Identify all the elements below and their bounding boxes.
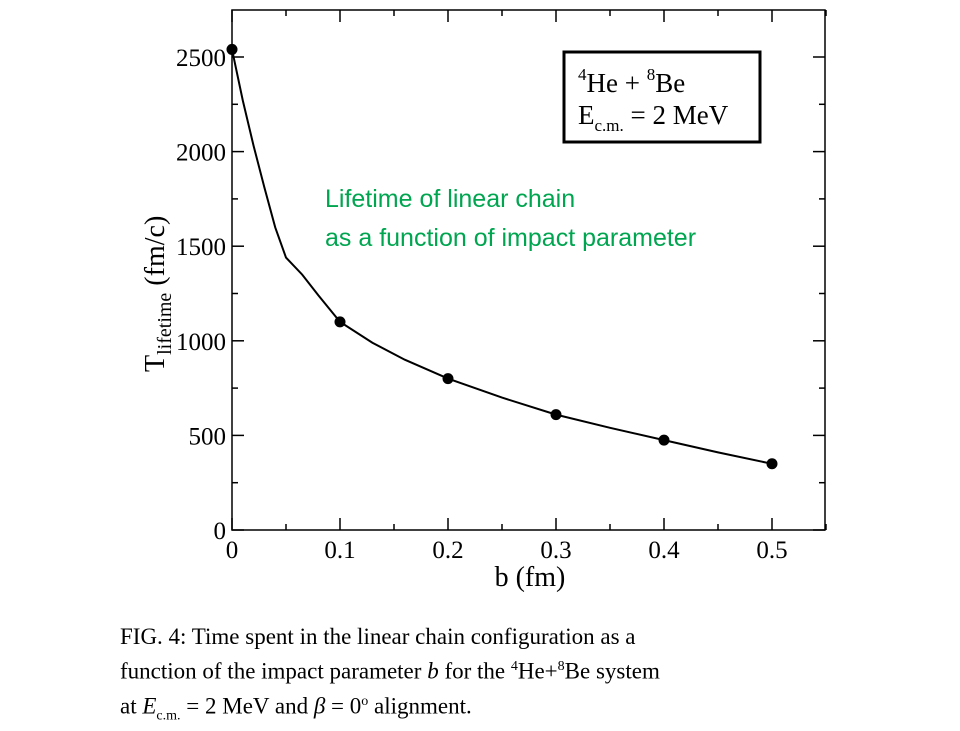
- caption-line-1: FIG. 4: Time spent in the linear chain c…: [120, 624, 636, 649]
- annotation-line-1: Lifetime of linear chain: [325, 185, 575, 213]
- caption-line-2: function of the impact parameter b for t…: [120, 658, 660, 684]
- legend-he: He +: [587, 68, 647, 98]
- svg-text:4He + 8Be: 4He + 8Be: [578, 65, 685, 98]
- y-axis-title-sub: lifetime: [154, 293, 176, 355]
- legend-box: [562, 50, 762, 144]
- x-tick-label: 0.5: [756, 537, 787, 564]
- y-axis-title-main: T: [140, 355, 171, 372]
- annotation-line-2: as a function of impact parameter: [325, 224, 696, 252]
- x-axis-title: b (fm): [495, 562, 566, 593]
- data-point: [766, 458, 778, 470]
- y-tick-label: 0: [214, 518, 227, 545]
- axis-ticks: [231, 10, 827, 531]
- svg-text:Tlifetime (fm/c): Tlifetime (fm/c): [140, 216, 176, 372]
- figure-caption: FIG. 4: Time spent in the linear chain c…: [120, 622, 840, 731]
- y-tick-label: 1000: [176, 329, 226, 356]
- x-tick-label: 0: [226, 537, 239, 564]
- y-tick-label: 2500: [176, 45, 226, 72]
- y-tick-label: 1500: [176, 234, 226, 261]
- caption-line-3: at Ec.m. = 2 MeV and β = 0o alignment.: [120, 693, 472, 723]
- svg-text:Ec.m. = 2 MeV: Ec.m. = 2 MeV: [578, 100, 729, 135]
- legend-energy-rest: = 2 MeV: [624, 100, 729, 130]
- x-tick-label: 0.3: [540, 537, 571, 564]
- chart: 0 0.1 0.2 0.3 0.4 0.5 0 500 1000 1500 2000 2500 b (…: [140, 9, 827, 593]
- data-point: [334, 316, 346, 328]
- y-tick-label: 2000: [176, 140, 226, 167]
- tick-labels: 0 0.1 0.2 0.3 0.4 0.5 0 500 1000 1500 2000 2500: [176, 45, 788, 564]
- legend-sup-4: 4: [578, 65, 587, 84]
- y-tick-label: 500: [189, 423, 227, 450]
- data-point: [226, 43, 238, 55]
- data-point: [550, 409, 562, 421]
- legend: 4He + 8Be Ec.m. = 2 MeV: [562, 50, 762, 144]
- legend-energy-sub: c.m.: [595, 116, 624, 135]
- legend-energy-main: E: [578, 100, 595, 130]
- data-point: [442, 373, 454, 385]
- plot-frame: [231, 9, 826, 531]
- legend-be: Be: [655, 68, 685, 98]
- x-tick-label: 0.1: [324, 537, 355, 564]
- y-axis-title: Tlifetime (fm/c): [140, 216, 176, 372]
- legend-sup-8: 8: [647, 65, 656, 84]
- x-tick-label: 0.4: [648, 537, 680, 564]
- data-point: [658, 434, 670, 446]
- data-points: [226, 43, 778, 470]
- x-tick-label: 0.2: [432, 537, 463, 564]
- y-axis-title-unit: (fm/c): [140, 216, 171, 293]
